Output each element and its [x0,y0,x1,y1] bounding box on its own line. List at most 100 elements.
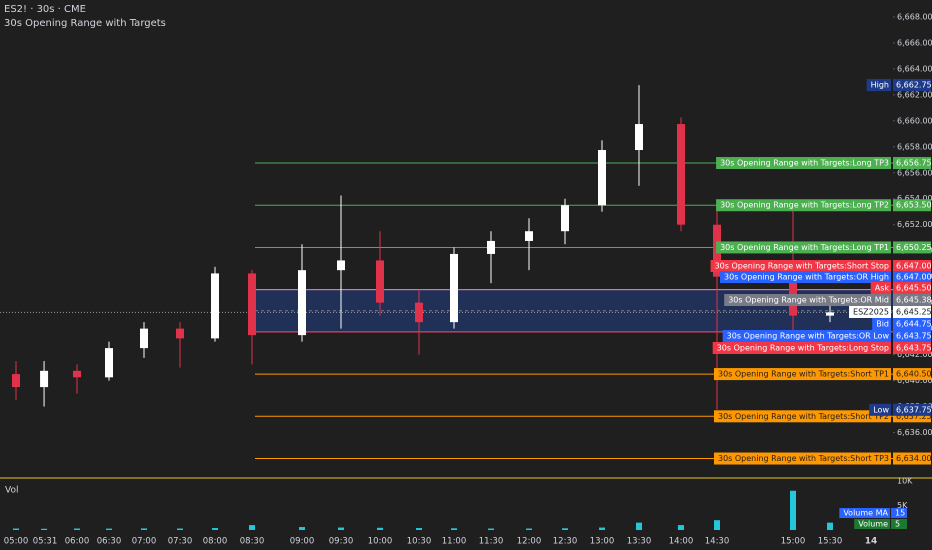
level-tag-label-box [713,452,891,465]
volume-bar [562,528,568,530]
level-tag-value: 6,634.00 [896,454,932,463]
level-tag-label: 30s Opening Range with Targets:Short TP1 [718,370,889,379]
candle-body [826,312,834,316]
candle-body [12,374,20,388]
volume-bar [526,528,532,530]
indicator-name: 30s Opening Range with Targets [4,18,166,29]
price-tag-value: 6,637.75 [896,405,932,414]
price-tag-label: Low [873,405,889,414]
volume-bar [714,520,720,530]
volume-bar [416,528,422,530]
y-tick-label: 6,640.00 [897,376,932,385]
x-tick-label: 15:30 [818,537,843,547]
level-tag-value: 6,645.38 [896,296,932,305]
volume-bar [827,522,833,530]
y-tick-label: 6,666.00 [897,38,932,47]
price-tag-label: Bid [876,320,889,329]
x-tick-label: 10:00 [368,537,393,547]
price-tag-value-box [893,403,931,416]
volume-bar [451,528,457,530]
volume-tick-label: 5K [897,501,908,510]
volume-bar [74,528,80,530]
level-tag-value-box [893,330,931,342]
level-tag-value: 6,653.50 [896,201,932,210]
y-tick-label: 6,658.00 [897,142,932,151]
candle-body [598,150,606,206]
candle-body [487,240,495,254]
x-tick-label: 12:00 [517,537,542,547]
candle-body [298,270,306,336]
level-tag-label-box [713,410,891,423]
x-tick-label: 08:30 [240,537,265,547]
volume-value: 15 [895,509,905,518]
x-tick-label: 14:00 [669,537,694,547]
candle-body [40,370,49,388]
price-tag-value-box [893,306,931,318]
level-tag-value-box [893,260,931,272]
price-tag-value-box [893,79,931,92]
y-tick-label: 6,660.00 [897,116,932,125]
y-tick-label: 6,662.00 [897,90,932,99]
price-tag-label-box [866,79,891,92]
y-tick-label: 6,656.00 [897,168,932,177]
level-tag-value-box [893,368,931,381]
volume-bar [338,527,344,530]
price-tag-value: 6,645.50 [896,284,932,293]
y-tick-label: 6,636.00 [897,428,932,437]
level-tag-value: 6,656.75 [896,159,932,168]
volume-tag-label: Volume [858,520,888,529]
price-tag-label-box [870,282,891,294]
x-tick-label: 07:30 [168,537,193,547]
candle-body [525,231,533,241]
candle-body [176,328,184,339]
level-tag-value: 6,640.50 [896,370,932,379]
level-tag-value: 6,643.75 [896,332,932,341]
x-tick-label: 09:30 [329,537,354,547]
level-tag-label: 30s Opening Range with Targets:Long TP2 [720,201,889,210]
level-tag-label-box [722,330,891,342]
x-tick-label: 14:30 [705,537,730,547]
level-tag-label: 30s Opening Range with Targets:Short Sto… [715,262,889,271]
price-tag-label-box [869,403,891,416]
x-tick-label: 11:00 [442,537,467,547]
price-tag-label: ESZ2025 [853,308,889,317]
level-tag-label-box [716,241,891,254]
volume-bar [299,527,305,530]
volume-tick-label: 10K [897,476,913,485]
candle-body [105,348,113,378]
level-tag-label: 30s Opening Range with Targets:OR High [724,273,889,282]
volume-tag-box [854,519,890,529]
x-tick-label: 05:31 [33,537,58,547]
symbol: ES2! · 30s · CME [4,4,86,15]
level-tag-label-box [712,342,891,354]
candle-body [211,273,219,339]
x-tick-label: 13:30 [627,537,652,547]
y-tick-label: 6,668.00 [897,12,932,21]
volume-label: Vol [5,486,18,496]
candle-body [677,124,685,225]
x-tick-label: 13:00 [590,537,615,547]
volume-bar [249,525,255,530]
volume-value: 5 [895,520,900,529]
level-tag-label: 30s Opening Range with Targets:Long TP3 [720,159,889,168]
level-tag-value-box [893,342,931,354]
price-tag-value: 6,644.75 [896,320,932,329]
level-tag-label: 30s Opening Range with Targets:OR Mid [728,296,889,305]
level-tag-label-box [716,199,891,212]
price-tag-value-box [893,318,931,330]
x-tick-label: 10:30 [407,537,432,547]
volume-bar [636,522,642,530]
level-tag-value-box [893,294,931,306]
volume-bar [377,527,383,530]
price-tag-value: 6,662.75 [896,81,932,90]
level-tag-value-box [893,452,931,465]
candle-body [415,302,423,323]
x-tick-label: 11:30 [479,537,504,547]
candle-body [561,205,569,232]
candle-body [376,260,384,303]
volume-bar [177,528,183,530]
level-tag-label: 30s Opening Range with Targets:Short TP3 [718,454,889,463]
volume-bar [212,528,218,530]
x-tick-label: 15:00 [781,537,806,547]
